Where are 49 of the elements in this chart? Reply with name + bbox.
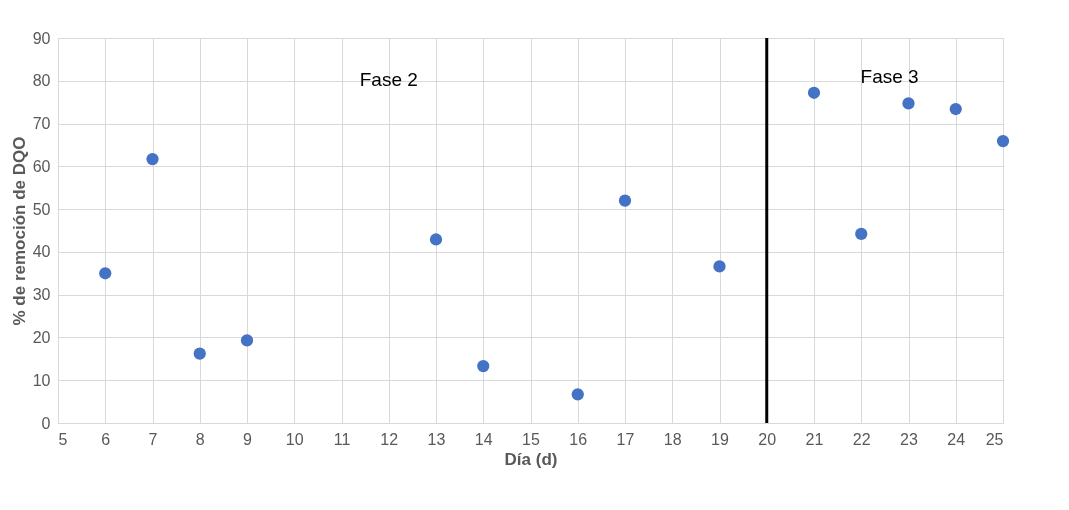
y-tick-label: 0 (41, 414, 51, 432)
point (996, 134, 1010, 148)
point (902, 97, 915, 110)
y-tick-label: 60 (32, 157, 51, 175)
point (713, 260, 726, 273)
x-axis-title: Día (d) (504, 449, 558, 469)
x-tick-label: 13 (427, 430, 446, 448)
point (146, 152, 159, 166)
y-tick-label: 70 (32, 115, 51, 133)
x-tick-label: 10 (285, 430, 304, 448)
x-tick-label: 24 (947, 430, 966, 448)
x-tick-label: 7 (148, 430, 158, 448)
y-tick-label: 80 (32, 72, 51, 90)
x-tick-label: 16 (569, 430, 588, 448)
x-tick-label: 12 (380, 430, 399, 448)
point (240, 334, 254, 347)
point (193, 347, 206, 360)
x-tick-label: 22 (852, 430, 871, 448)
y-tick-label: 40 (32, 243, 51, 261)
x-tick-label: 5 (58, 430, 68, 448)
x-tick-label: 21 (805, 430, 824, 448)
y-tick-label: 30 (32, 286, 51, 304)
x-tick-label: 25 (985, 430, 1004, 448)
point (429, 233, 443, 246)
x-tick-label: 6 (101, 430, 111, 448)
point (807, 86, 821, 99)
point (949, 102, 962, 116)
x-tick-label: 19 (711, 430, 729, 448)
annotation: Fase 2 (359, 69, 418, 91)
x-tick-label: 18 (663, 430, 682, 448)
point (571, 388, 584, 401)
x-tick-label: 23 (900, 430, 918, 448)
x-tick-label: 15 (522, 430, 540, 448)
annotation: Fase 3 (860, 65, 919, 87)
x-tick-label: 20 (758, 430, 777, 448)
y-tick-label: 10 (32, 371, 51, 389)
y-tick-label: 90 (32, 29, 51, 47)
point (477, 359, 490, 373)
x-tick-label: 14 (474, 430, 493, 448)
point (855, 227, 868, 241)
x-tick-label: 8 (195, 430, 205, 448)
point (99, 267, 112, 280)
y-axis-title: % de remoción de DQO (9, 136, 29, 326)
y-tick-label: 20 (32, 328, 51, 346)
x-tick-label: 17 (616, 430, 635, 448)
point (618, 194, 632, 207)
x-tick-label: 9 (243, 430, 253, 448)
x-tick-label: 11 (333, 430, 351, 448)
y-tick-label: 50 (32, 200, 51, 218)
